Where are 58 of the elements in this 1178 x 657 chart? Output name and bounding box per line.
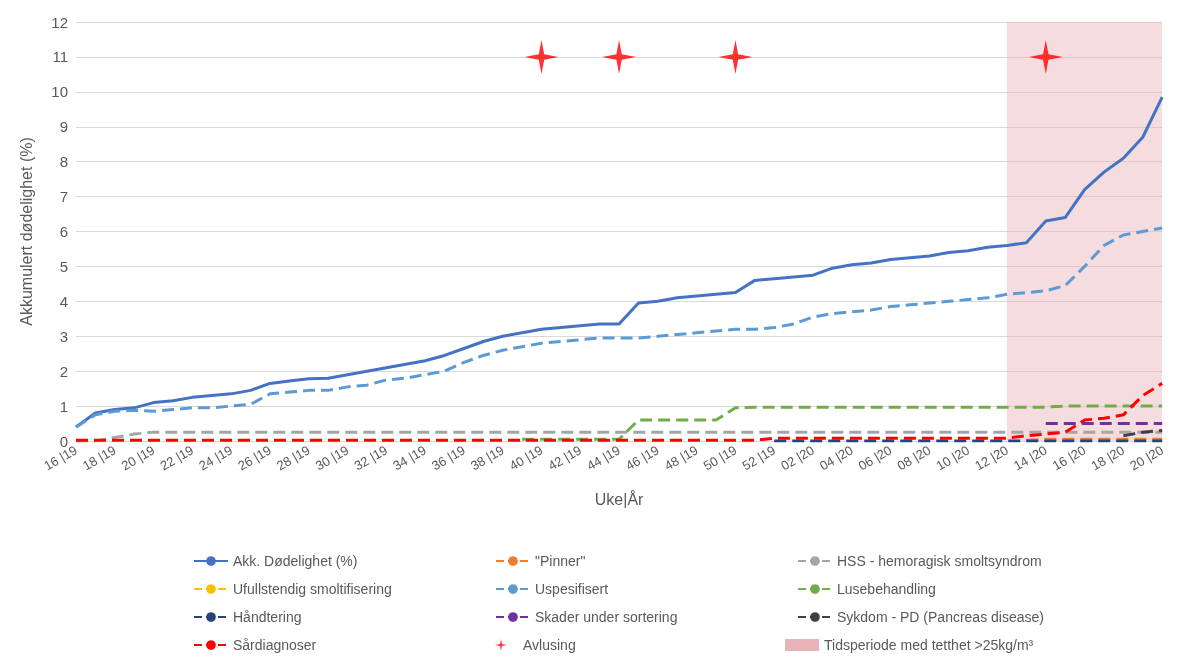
x-tick-label: 02 |20 <box>778 442 817 474</box>
x-tick-label: 46 |19 <box>623 442 662 474</box>
legend-label: Ufullstendig smoltifisering <box>233 581 392 597</box>
x-tick-label: 18 |19 <box>79 442 119 474</box>
y-tick-label: 1 <box>59 397 68 415</box>
x-tick-label: 32 |19 <box>351 442 391 474</box>
x-tick-label: 26 |19 <box>235 442 274 474</box>
x-tick-label: 52 |19 <box>739 442 778 474</box>
legend-label: Akk. Dødelighet (%) <box>233 553 358 569</box>
x-tick-label: 28 |19 <box>273 442 313 474</box>
legend-label: Avlusing <box>523 637 576 653</box>
legend-label: HSS - hemoragisk smoltsyndrom <box>837 553 1042 569</box>
legend-label: Lusebehandling <box>837 581 936 597</box>
y-axis-title: Akkumulert dødelighet (%) <box>17 137 35 326</box>
y-tick-label: 2 <box>59 362 68 380</box>
y-tick-label: 9 <box>59 118 68 136</box>
x-tick-label: 20 |19 <box>118 442 158 474</box>
legend-label: Sårdiagnoser <box>233 637 317 653</box>
y-tick-label: 7 <box>59 188 68 206</box>
x-tick-label: 20 |20 <box>1127 442 1166 474</box>
x-tick-label: 48 |19 <box>661 442 701 474</box>
x-tick-label: 44 |19 <box>584 442 623 474</box>
line-series <box>74 226 1164 429</box>
y-tick-label: 3 <box>59 327 68 345</box>
x-tick-label: 12 |20 <box>972 442 1011 474</box>
y-tick-label: 11 <box>52 48 68 66</box>
y-tick-label: 10 <box>51 83 68 101</box>
x-tick-label: 30 |19 <box>312 442 352 474</box>
x-tick-label: 36 |19 <box>429 442 468 474</box>
legend-label: Sykdom - PD (Pancreas disease) <box>837 609 1044 625</box>
y-tick-label: 6 <box>59 223 68 240</box>
y-tick-label: 8 <box>59 153 68 171</box>
x-tick-label: 50 |19 <box>700 442 740 474</box>
legend-label: "Pinner" <box>535 553 586 569</box>
y-tick-label: 12 <box>51 13 68 31</box>
legend-label: Skader under sortering <box>535 609 678 625</box>
x-axis-title: Uke|År <box>594 489 645 508</box>
legend-label: Tidsperiode med tetthet >25kg/m³ <box>824 637 1034 653</box>
y-tick-label: 0 <box>59 432 68 450</box>
x-tick-label: 16 |20 <box>1049 442 1089 474</box>
x-tick-label: 06 |20 <box>855 442 895 474</box>
x-tick-label: 40 |19 <box>506 442 546 474</box>
y-tick-label: 5 <box>59 257 68 275</box>
x-tick-label: 08 |20 <box>894 442 934 474</box>
x-tick-label: 42 |19 <box>545 442 585 474</box>
x-tick-label: 34 |19 <box>390 442 429 474</box>
x-tick-label: 18 |20 <box>1088 442 1128 474</box>
line-series <box>520 404 1164 441</box>
x-tick-label: 04 |20 <box>817 442 856 474</box>
x-tick-label: 24 |19 <box>196 442 235 474</box>
legend-label: Håndtering <box>233 609 302 625</box>
line-series <box>74 381 1164 442</box>
x-tick-label: 10 |20 <box>933 442 972 474</box>
x-tick-label: 14 |20 <box>1010 442 1050 474</box>
y-tick-label: 4 <box>59 292 68 310</box>
x-tick-label: 38 |19 <box>467 442 507 474</box>
legend-label: Uspesifisert <box>535 581 609 597</box>
x-tick-label: 22 |19 <box>157 442 197 474</box>
